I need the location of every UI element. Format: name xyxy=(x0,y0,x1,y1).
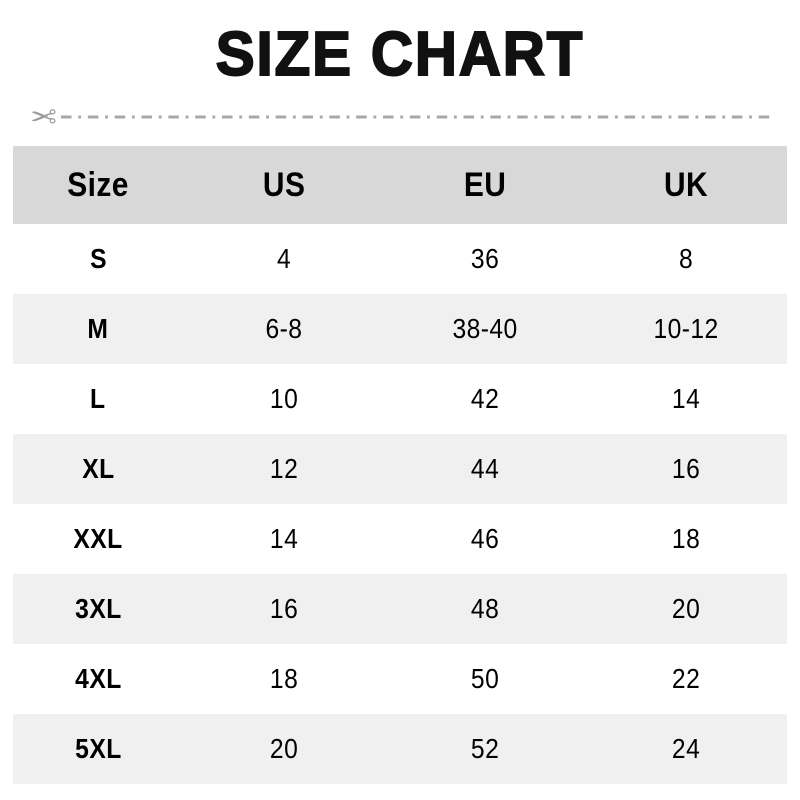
table-row-4xl: 4XL 18 50 22 xyxy=(13,644,787,714)
us-value: 10 xyxy=(269,383,299,414)
uk-value: 16 xyxy=(672,453,701,484)
size-label: 3XL xyxy=(74,593,122,624)
uk-value: 8 xyxy=(679,243,694,274)
size-table: Size US EU UK S 4 36 8 M 6-8 38-40 10-12… xyxy=(13,146,787,784)
eu-value: 48 xyxy=(470,593,500,624)
column-header-size: Size xyxy=(67,165,129,204)
table-row-5xl: 5XL 20 52 24 xyxy=(13,714,787,784)
uk-value: 18 xyxy=(672,523,701,554)
page-title-text: SIZE CHART xyxy=(215,20,585,89)
size-label: M xyxy=(87,313,109,344)
us-value: 4 xyxy=(276,243,291,274)
size-label: S xyxy=(89,243,107,274)
table-header-row: Size US EU UK xyxy=(13,146,787,224)
us-value: 12 xyxy=(269,453,299,484)
size-label: XXL xyxy=(73,523,123,554)
column-header-us: US xyxy=(262,165,306,204)
table-row-s: S 4 36 8 xyxy=(13,224,787,294)
table-row-m: M 6-8 38-40 10-12 xyxy=(13,294,787,364)
table-row-l: L 10 42 14 xyxy=(13,364,787,434)
eu-value: 38-40 xyxy=(452,313,518,344)
eu-value: 42 xyxy=(470,383,500,414)
eu-value: 52 xyxy=(470,733,500,764)
eu-value: 50 xyxy=(470,663,500,694)
eu-value: 46 xyxy=(470,523,500,554)
eu-value: 36 xyxy=(470,243,500,274)
eu-value: 44 xyxy=(470,453,500,484)
column-header-eu: EU xyxy=(463,165,507,204)
scissors-icon: ✂ xyxy=(30,99,57,135)
uk-value: 14 xyxy=(672,383,701,414)
uk-value: 24 xyxy=(672,733,701,764)
page-title: SIZE CHART xyxy=(0,20,800,89)
table-row-xl: XL 12 44 16 xyxy=(13,434,787,504)
column-header-uk: UK xyxy=(664,165,709,204)
size-label: 4XL xyxy=(74,663,122,694)
us-value: 18 xyxy=(269,663,299,694)
uk-value: 10-12 xyxy=(653,313,719,344)
dash-dot-line xyxy=(60,115,770,119)
us-value: 6-8 xyxy=(265,313,303,344)
cut-line: ✂ xyxy=(0,99,800,135)
size-label: 5XL xyxy=(74,733,122,764)
us-value: 16 xyxy=(269,593,299,624)
size-label: L xyxy=(90,383,106,414)
size-label: XL xyxy=(81,453,115,484)
uk-value: 20 xyxy=(672,593,701,624)
table-row-3xl: 3XL 16 48 20 xyxy=(13,574,787,644)
uk-value: 22 xyxy=(672,663,701,694)
us-value: 20 xyxy=(269,733,299,764)
table-row-xxl: XXL 14 46 18 xyxy=(13,504,787,574)
us-value: 14 xyxy=(269,523,299,554)
